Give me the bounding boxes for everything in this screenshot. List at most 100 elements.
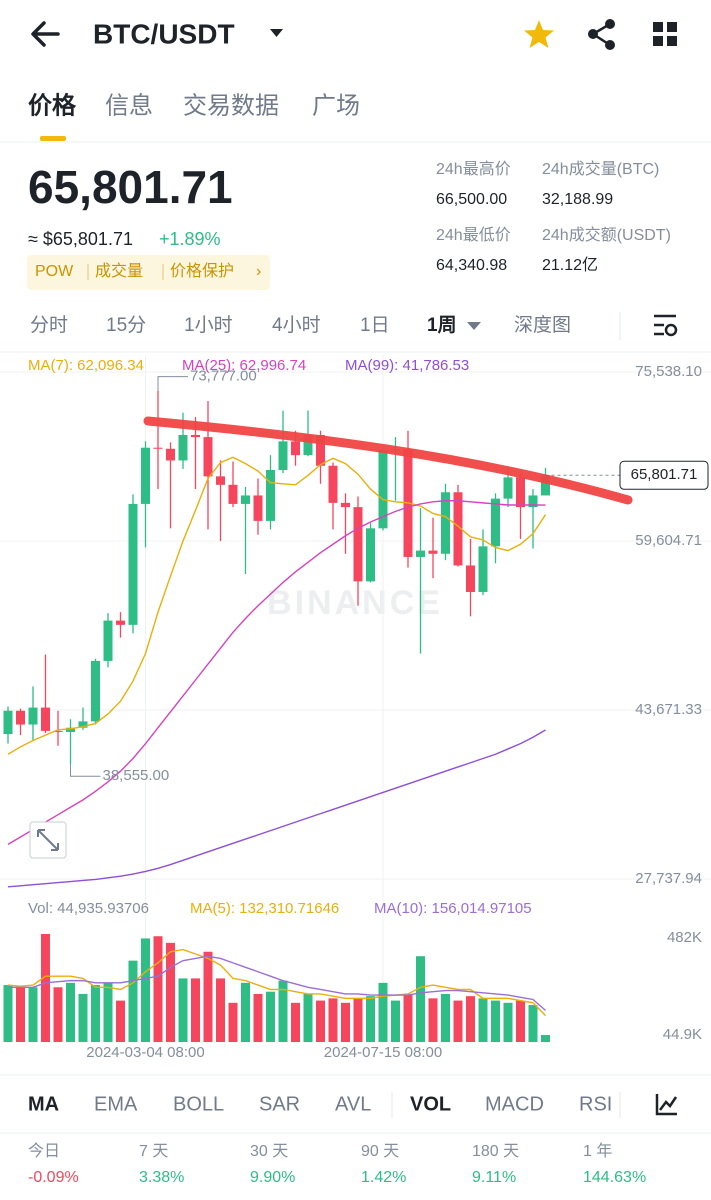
- candle-body: [241, 495, 250, 504]
- interval[interactable]: 分时: [30, 314, 68, 336]
- drawn-trendline: [143, 416, 633, 505]
- volume-bar: [328, 998, 338, 1042]
- ma-line: [7, 456, 547, 755]
- y-tick-label: 27,737.94: [635, 870, 702, 887]
- stat-value: 64,340.98: [436, 257, 507, 274]
- volume-bar: [516, 1000, 525, 1042]
- vol-ma-legend: MA(10): 156,014.97105: [374, 900, 532, 917]
- candle-body: [491, 498, 500, 547]
- interval-caret[interactable]: [467, 322, 481, 330]
- x-tick-label: 2024-03-04 08:00: [86, 1044, 204, 1061]
- candle-body: [353, 507, 363, 582]
- perf-value: 9.11%: [472, 1169, 516, 1186]
- candle-body: [253, 495, 263, 521]
- tab[interactable]: 价格: [28, 92, 77, 119]
- candle-body: [303, 434, 313, 456]
- perf-label: 180 天: [472, 1143, 519, 1160]
- menu-grid[interactable]: [653, 22, 677, 46]
- interval[interactable]: 15分: [106, 314, 146, 336]
- stat-label: 24h最低价: [436, 226, 511, 244]
- volume-bar: [253, 993, 263, 1042]
- perf-value: 9.90%: [250, 1169, 295, 1186]
- tag-box: [27, 255, 270, 290]
- volume-bar: [416, 956, 425, 1042]
- indicator[interactable]: VOL: [410, 1093, 451, 1115]
- volume-bar: [341, 1002, 350, 1042]
- stat-label: 24h成交额(USDT): [542, 226, 671, 244]
- candle-body: [103, 620, 113, 661]
- vol-legend: Vol: 44,935.93706: [28, 900, 149, 917]
- y-tick-label: 59,604.71: [635, 532, 702, 549]
- volume-bar: [491, 1000, 500, 1042]
- candle-body: [366, 528, 375, 582]
- candle-body: [116, 620, 125, 625]
- candle-body: [16, 710, 25, 725]
- ma-legend: MA(99): 41,786.53: [345, 357, 469, 374]
- ma-legend: MA(7): 62,096.34: [28, 357, 144, 374]
- tab[interactable]: 广场: [312, 92, 360, 119]
- draw-tool-icon[interactable]: [655, 1094, 678, 1116]
- vol-ma-legend: MA(5): 132,310.71646: [190, 900, 339, 917]
- indicator[interactable]: EMA: [94, 1093, 138, 1115]
- candle-body: [441, 492, 450, 554]
- volume-bar: [266, 991, 275, 1042]
- vol-ma-line: [8, 955, 546, 1011]
- indicator[interactable]: BOLL: [173, 1093, 224, 1115]
- candle-body: [466, 565, 475, 592]
- grid-cell: [667, 36, 677, 46]
- share-button[interactable]: [588, 19, 615, 50]
- volume-bar: [166, 942, 175, 1042]
- candle-body: [328, 465, 338, 503]
- favorite-star[interactable]: [524, 20, 554, 48]
- perf-value: 1.42%: [361, 1169, 406, 1186]
- volume-bar: [366, 996, 375, 1042]
- indicator[interactable]: MA: [28, 1093, 59, 1115]
- tag-arrow[interactable]: ›: [256, 263, 261, 280]
- candle-body: [378, 449, 388, 529]
- candle-body: [53, 730, 63, 732]
- candle-body: [341, 502, 350, 508]
- chart-settings-icon[interactable]: [654, 314, 678, 337]
- tag[interactable]: POW: [35, 263, 74, 280]
- volume-bar: [278, 980, 288, 1042]
- interval[interactable]: 深度图: [514, 314, 571, 336]
- candle-body: [141, 447, 150, 504]
- volume-bar: [53, 987, 63, 1042]
- candle-body: [78, 721, 88, 728]
- interval[interactable]: 1周: [427, 314, 457, 336]
- perf-label: 30 天: [250, 1143, 288, 1160]
- volume-bar: [441, 993, 450, 1042]
- candle-body: [203, 437, 213, 477]
- indicator[interactable]: RSI: [579, 1093, 612, 1115]
- pair-caret[interactable]: [270, 29, 283, 37]
- grid-cell: [653, 36, 663, 46]
- tag[interactable]: 成交量: [95, 262, 143, 280]
- perf-value: 3.38%: [139, 1169, 184, 1186]
- candle-body: [266, 469, 275, 521]
- tab[interactable]: 信息: [105, 92, 153, 119]
- volume-bar: [103, 982, 113, 1042]
- candle-body: [66, 727, 75, 732]
- ma-legend: MA(25): 62,996.74: [182, 357, 306, 374]
- perf-label: 90 天: [361, 1143, 399, 1160]
- tag[interactable]: 价格保护: [170, 262, 234, 280]
- pair[interactable]: BTC/USDT: [93, 18, 235, 49]
- indicator[interactable]: MACD: [485, 1093, 544, 1115]
- interval[interactable]: 1日: [360, 315, 390, 336]
- volume-bar: [203, 951, 213, 1042]
- volume-bar: [91, 985, 100, 1042]
- volume-bar: [78, 993, 88, 1042]
- indicator[interactable]: SAR: [259, 1093, 300, 1115]
- volume-bar: [178, 978, 188, 1042]
- interval[interactable]: 1小时: [184, 314, 233, 336]
- stat-value: 66,500.00: [436, 191, 507, 208]
- tab[interactable]: 交易数据: [183, 92, 279, 119]
- indicator[interactable]: AVL: [335, 1093, 371, 1115]
- interval[interactable]: 4小时: [272, 314, 321, 336]
- back-button[interactable]: [31, 21, 60, 47]
- volume-bar: [228, 1002, 238, 1042]
- candle-body: [541, 475, 550, 496]
- candle-body: [3, 710, 13, 735]
